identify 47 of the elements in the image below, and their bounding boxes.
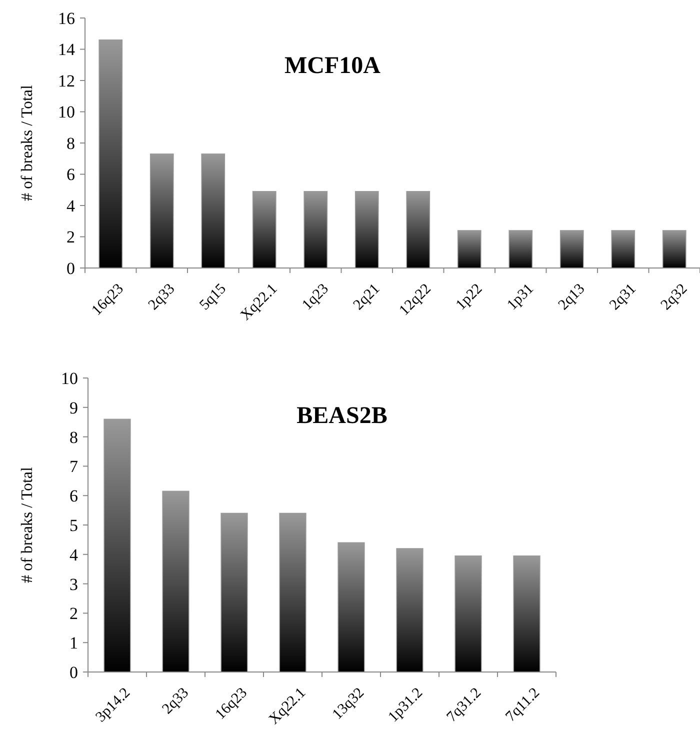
bar [220,512,248,672]
bar [396,548,424,672]
x-tick-label: 2q31 [606,280,640,314]
text: MCF10A [284,53,382,79]
y-tick-label: 4 [66,196,76,216]
y-tick-label: 0 [70,662,78,682]
bar [150,154,174,268]
y-tick-label: 10 [58,102,75,122]
x-tick-label: 2q21 [350,280,384,314]
y-tick-label: 1 [70,634,78,653]
y-tick-label: 8 [66,134,75,153]
y-tick-label: 3 [70,574,78,594]
y-tick-label: 16 [58,8,75,28]
bar [513,555,540,672]
bar [508,230,533,268]
y-axis-title: # of breaks / Total [19,466,36,583]
y-tick-label: 6 [66,165,75,184]
bar [457,230,482,268]
bar [279,512,306,672]
bar [338,542,365,672]
y-tick-label: 5 [70,516,78,535]
y-tick-label: 12 [58,71,75,90]
bar [252,191,276,268]
y-tick-label: 2 [66,228,75,247]
x-tick-label: 1p31 [504,280,537,314]
y-tick-label: 14 [58,40,76,60]
y-tick-label: 9 [70,398,78,418]
bar [406,191,430,268]
y-tick-label: 7 [70,457,78,476]
bar [162,490,190,672]
bar [611,230,636,268]
bar [201,154,226,268]
bar [454,555,482,672]
bar [354,191,379,268]
y-tick-label: 2 [70,604,78,624]
y-tick-label: 0 [66,258,75,278]
y-tick-label: 6 [70,486,78,506]
bar [560,230,584,268]
bar [104,418,131,672]
y-axis-title: # of breaks / Total [19,84,36,201]
y-tick-label: 4 [70,545,78,564]
y-tick-label: 10 [61,368,78,388]
bar [662,230,686,268]
text: BEAS2B [296,403,388,429]
bar [304,191,328,268]
y-tick-label: 8 [70,428,78,447]
bar [98,39,123,268]
